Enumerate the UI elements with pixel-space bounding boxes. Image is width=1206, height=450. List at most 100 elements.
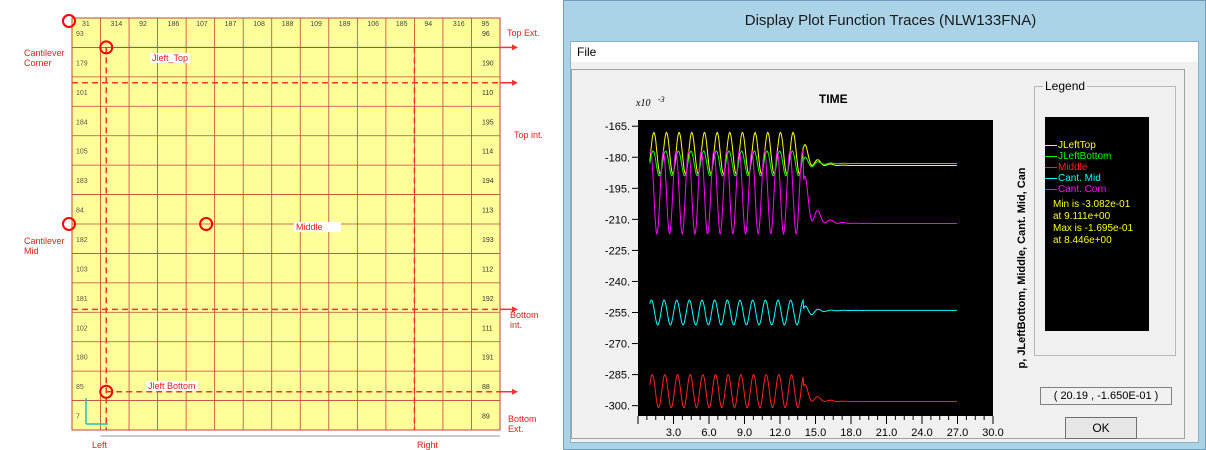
node-number-top: 189	[339, 21, 351, 28]
arrow-head	[512, 79, 518, 86]
node-number-top: 186	[168, 21, 180, 28]
legend-panel: JLeftTop JLeftBottom Middle Cant. Mid Ca…	[1045, 117, 1149, 331]
series-line-cant-mid	[649, 298, 957, 326]
node-number-right: 111	[482, 325, 493, 332]
coordinate-readout: ( 20.19 , -1.650E-01 )	[1040, 387, 1172, 405]
node-number-left: 181	[76, 296, 88, 303]
x-tick-label: 21.0	[876, 427, 897, 438]
legend-label: JLeftBottom	[1058, 151, 1112, 162]
node-number-right: 192	[482, 296, 494, 303]
plot-title: TIME	[819, 92, 848, 106]
node-number-right: 88	[482, 384, 490, 391]
node-number-left: 85	[76, 384, 84, 391]
node-number-top: 185	[396, 21, 408, 28]
x-tick-label: 27.0	[947, 427, 968, 438]
label-top-ext: Top Ext.	[507, 28, 540, 38]
y-axis-label: p, JLeftBottom, Middle, Cant. Mid, Can	[1016, 167, 1028, 368]
node-number-left: 101	[76, 90, 88, 97]
menu-file[interactable]: File	[577, 45, 597, 59]
label-bottom-ext: Bottom Ext.	[508, 414, 537, 434]
label-bottom-int: Bottom int.	[510, 310, 539, 330]
node-number-left: 180	[76, 355, 88, 362]
node-number-top: 188	[282, 21, 294, 28]
node-number-left: 84	[76, 208, 84, 215]
label-top-int: Top int.	[514, 130, 544, 140]
node-number-right: 193	[482, 237, 494, 244]
label-left: Left	[92, 440, 108, 450]
legend-max-at: at 8.446e+00	[1053, 235, 1112, 246]
model-grid-view[interactable]: 31 314 92 186 107 187 108 188 109 189 106 185 94 316 9…	[0, 0, 560, 450]
node-number-left: 179	[76, 60, 88, 67]
legend-swatch	[1045, 155, 1057, 157]
dialog-title: Display Plot Function Traces (NLW133FNA)	[744, 12, 1037, 29]
legend-item-middle: Middle	[1045, 162, 1087, 173]
y-tick-label: -270.	[605, 339, 630, 351]
y-tick-label: -210.	[605, 214, 630, 226]
legend-group: Legend JLeftTop JLeftBottom Middle Cant.…	[1034, 79, 1176, 356]
legend-swatch	[1045, 166, 1057, 168]
legend-item-cant-mid: Cant. Mid	[1045, 173, 1101, 184]
y-exponent: -3	[658, 95, 665, 104]
dialog-client-area: File TIME x10 -3 -165. -180. -195. -210. -225. -…	[570, 41, 1199, 443]
arrow-head	[512, 306, 518, 313]
node-number-right: 96	[482, 31, 490, 38]
legend-min-at: at 9.111e+00	[1053, 211, 1111, 222]
y-tick-label: -225.	[605, 245, 630, 257]
node-number-left: 93	[76, 31, 84, 38]
legend-label: Cant. Mid	[1058, 173, 1101, 184]
node-number-top: 109	[310, 21, 322, 28]
trace-plot[interactable]: TIME x10 -3 -165. -180. -195. -210. -225. -240. -…	[572, 70, 1032, 438]
dialog-titlebar[interactable]: Display Plot Function Traces (NLW133FNA)	[564, 1, 1205, 41]
legend-item-jlefttop: JLeftTop	[1045, 140, 1096, 151]
node-number-top: 107	[196, 21, 208, 28]
node-number-right: 114	[482, 149, 493, 156]
y-tick-label: -165.	[605, 121, 630, 133]
x-tick-label: 9.0	[737, 427, 752, 438]
node-number-right: 112	[482, 266, 493, 273]
joint-marker-circle	[99, 40, 114, 55]
node-number-top: 31	[82, 21, 90, 28]
plot-frame: TIME x10 -3 -165. -180. -195. -210. -225. -240. -…	[571, 69, 1185, 439]
x-tick-label: 6.0	[701, 427, 716, 438]
legend-label: Middle	[1058, 162, 1088, 173]
node-number-left: 184	[76, 119, 88, 126]
ok-button[interactable]: OK	[1065, 417, 1137, 439]
label-right: Right	[417, 440, 439, 450]
node-number-top: 187	[225, 21, 237, 28]
node-number-right: 190	[482, 60, 494, 67]
node-number-top: 95	[481, 21, 489, 28]
label-cantilever-mid: Cantilever Mid	[24, 236, 65, 256]
plot-function-dialog[interactable]: Display Plot Function Traces (NLW133FNA)…	[563, 0, 1206, 450]
legend-item-jleftbottom: JLeftBottom	[1045, 151, 1111, 162]
node-number-left: 183	[76, 178, 88, 185]
node-number-top: 316	[453, 21, 465, 28]
node-number-right: 191	[482, 355, 494, 362]
menu-bar: File	[571, 42, 1198, 62]
legend-max-value: Max is -1.695e-01	[1053, 223, 1134, 234]
legend-swatch	[1045, 144, 1057, 146]
label-jleft-bottom: Jleft Bottom	[146, 381, 198, 391]
joint-marker-circle	[99, 384, 114, 399]
node-number-right: 194	[482, 178, 494, 185]
node-number-left: 105	[76, 149, 88, 156]
legend-swatch	[1045, 188, 1057, 190]
node-number-right: 110	[482, 90, 493, 97]
label-jleft-top: Jleft_Top	[150, 53, 191, 63]
x-tick-label: 18.0	[840, 427, 861, 438]
model-grid-canvas[interactable]: 31 314 92 186 107 187 108 188 109 189 106 185 94 316 9…	[0, 0, 560, 450]
legend-min-value: Min is -3.082e-01	[1053, 199, 1131, 210]
label-cantilever-corner: Cantilever Corner	[24, 48, 65, 68]
x-tick-label: 30.0	[982, 427, 1003, 438]
x-tick-label: 24.0	[911, 427, 932, 438]
series-line-jlefttop	[649, 131, 957, 175]
node-number-right: 113	[482, 208, 493, 215]
x-tick-label: 15.0	[805, 427, 826, 438]
node-number-top: 94	[424, 21, 432, 28]
y-tick-label: -255.	[605, 308, 630, 320]
series-line-middle	[649, 373, 957, 409]
node-number-left: 103	[76, 266, 88, 273]
node-number-right: 89	[482, 414, 490, 421]
legend-label: JLeftTop	[1058, 140, 1096, 151]
y-tick-label: -195.	[605, 183, 630, 195]
arrow-head	[512, 388, 518, 395]
